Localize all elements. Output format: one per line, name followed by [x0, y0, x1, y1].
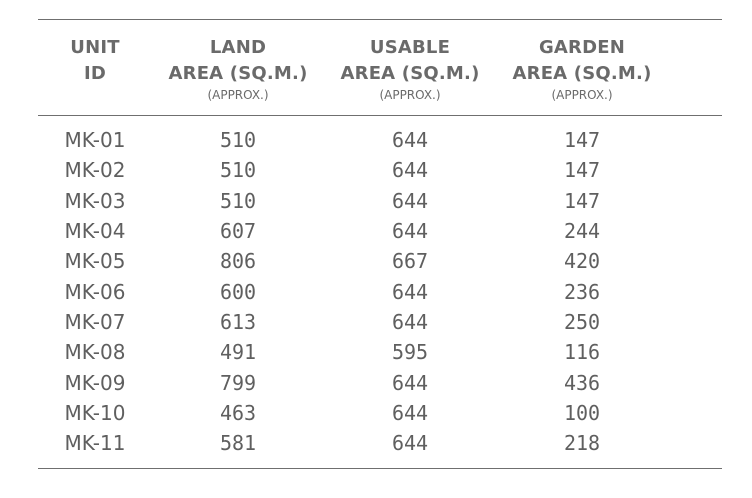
- usable-area-cell: 667: [391, 249, 429, 274]
- header-note: (APPROX.): [551, 88, 613, 102]
- unit-id-cell: MK-04: [64, 219, 126, 244]
- column-header-unit-id: UNIT ID: [38, 35, 152, 107]
- usable-area-cell: 644: [391, 431, 429, 456]
- land-area-cell: 806: [219, 249, 257, 274]
- table-row: MK-07 613 644 250: [38, 307, 722, 337]
- unit-id-cell: MK-01: [64, 128, 126, 153]
- garden-area-cell: 147: [563, 188, 601, 213]
- table-row: MK-09 799 644 436: [38, 367, 722, 397]
- garden-area-cell: 244: [563, 219, 601, 244]
- land-area-cell: 510: [219, 128, 257, 153]
- table-header: UNIT ID LAND AREA (SQ.M.) (APPROX.) USAB…: [38, 35, 722, 107]
- header-line: AREA (SQ.M.): [168, 63, 308, 84]
- usable-area-cell: 644: [391, 188, 429, 213]
- header-line: AREA (SQ.M.): [512, 63, 652, 84]
- garden-area-cell: 420: [563, 249, 601, 274]
- table-row: MK-08 491 595 116: [38, 337, 722, 367]
- header-line: AREA (SQ.M.): [340, 63, 480, 84]
- header-line: UNIT: [70, 37, 120, 58]
- unit-id-cell: MK-09: [64, 370, 126, 395]
- garden-area-cell: 436: [563, 370, 601, 395]
- land-area-cell: 510: [219, 188, 257, 213]
- header-line: USABLE: [369, 37, 451, 58]
- table-row: MK-10 463 644 100: [38, 398, 722, 428]
- unit-id-cell: MK-03: [64, 188, 126, 213]
- garden-area-cell: 116: [563, 340, 601, 365]
- land-area-cell: 463: [219, 400, 257, 425]
- table-row: MK-01 510 644 147: [38, 125, 722, 155]
- usable-area-cell: 644: [391, 279, 429, 304]
- table-bottom-rule: [38, 468, 722, 469]
- land-area-cell: 613: [219, 309, 257, 334]
- table-row: MK-11 581 644 218: [38, 428, 722, 458]
- header-line: GARDEN: [538, 37, 626, 58]
- usable-area-cell: 644: [391, 309, 429, 334]
- table-row: MK-04 607 644 244: [38, 216, 722, 246]
- garden-area-cell: 147: [563, 128, 601, 153]
- land-area-cell: 491: [219, 340, 257, 365]
- unit-id-cell: MK-11: [64, 431, 126, 456]
- land-area-cell: 799: [219, 370, 257, 395]
- column-header-garden-area: GARDEN AREA (SQ.M.) (APPROX.): [496, 35, 668, 107]
- unit-id-cell: MK-06: [64, 279, 126, 304]
- table-header-rule: [38, 115, 722, 116]
- usable-area-cell: 644: [391, 400, 429, 425]
- land-area-cell: 581: [219, 431, 257, 456]
- usable-area-cell: 644: [391, 370, 429, 395]
- usable-area-cell: 595: [391, 340, 429, 365]
- unit-id-cell: MK-05: [64, 249, 126, 274]
- unit-id-cell: MK-07: [64, 309, 126, 334]
- table-row: MK-06 600 644 236: [38, 276, 722, 306]
- unit-id-cell: MK-02: [64, 158, 126, 183]
- garden-area-cell: 236: [563, 279, 601, 304]
- land-area-cell: 607: [219, 219, 257, 244]
- table-row: MK-05 806 667 420: [38, 246, 722, 276]
- table-body: MK-01 510 644 147 MK-02 510 644 147 MK-0…: [38, 125, 722, 458]
- header-line: ID: [83, 63, 107, 84]
- header-line: LAND: [209, 37, 267, 58]
- usable-area-cell: 644: [391, 219, 429, 244]
- garden-area-cell: 218: [563, 431, 601, 456]
- table-row: MK-02 510 644 147: [38, 155, 722, 185]
- table-row: MK-03 510 644 147: [38, 186, 722, 216]
- garden-area-cell: 147: [563, 158, 601, 183]
- header-note: (APPROX.): [379, 88, 441, 102]
- header-note: (APPROX.): [207, 88, 269, 102]
- land-area-cell: 600: [219, 279, 257, 304]
- usable-area-cell: 644: [391, 158, 429, 183]
- table-top-rule: [38, 19, 722, 20]
- land-area-cell: 510: [219, 158, 257, 183]
- garden-area-cell: 250: [563, 309, 601, 334]
- usable-area-cell: 644: [391, 128, 429, 153]
- unit-id-cell: MK-08: [64, 340, 126, 365]
- unit-id-cell: MK-10: [64, 400, 126, 425]
- column-header-land-area: LAND AREA (SQ.M.) (APPROX.): [152, 35, 324, 107]
- column-header-usable-area: USABLE AREA (SQ.M.) (APPROX.): [324, 35, 496, 107]
- garden-area-cell: 100: [563, 400, 601, 425]
